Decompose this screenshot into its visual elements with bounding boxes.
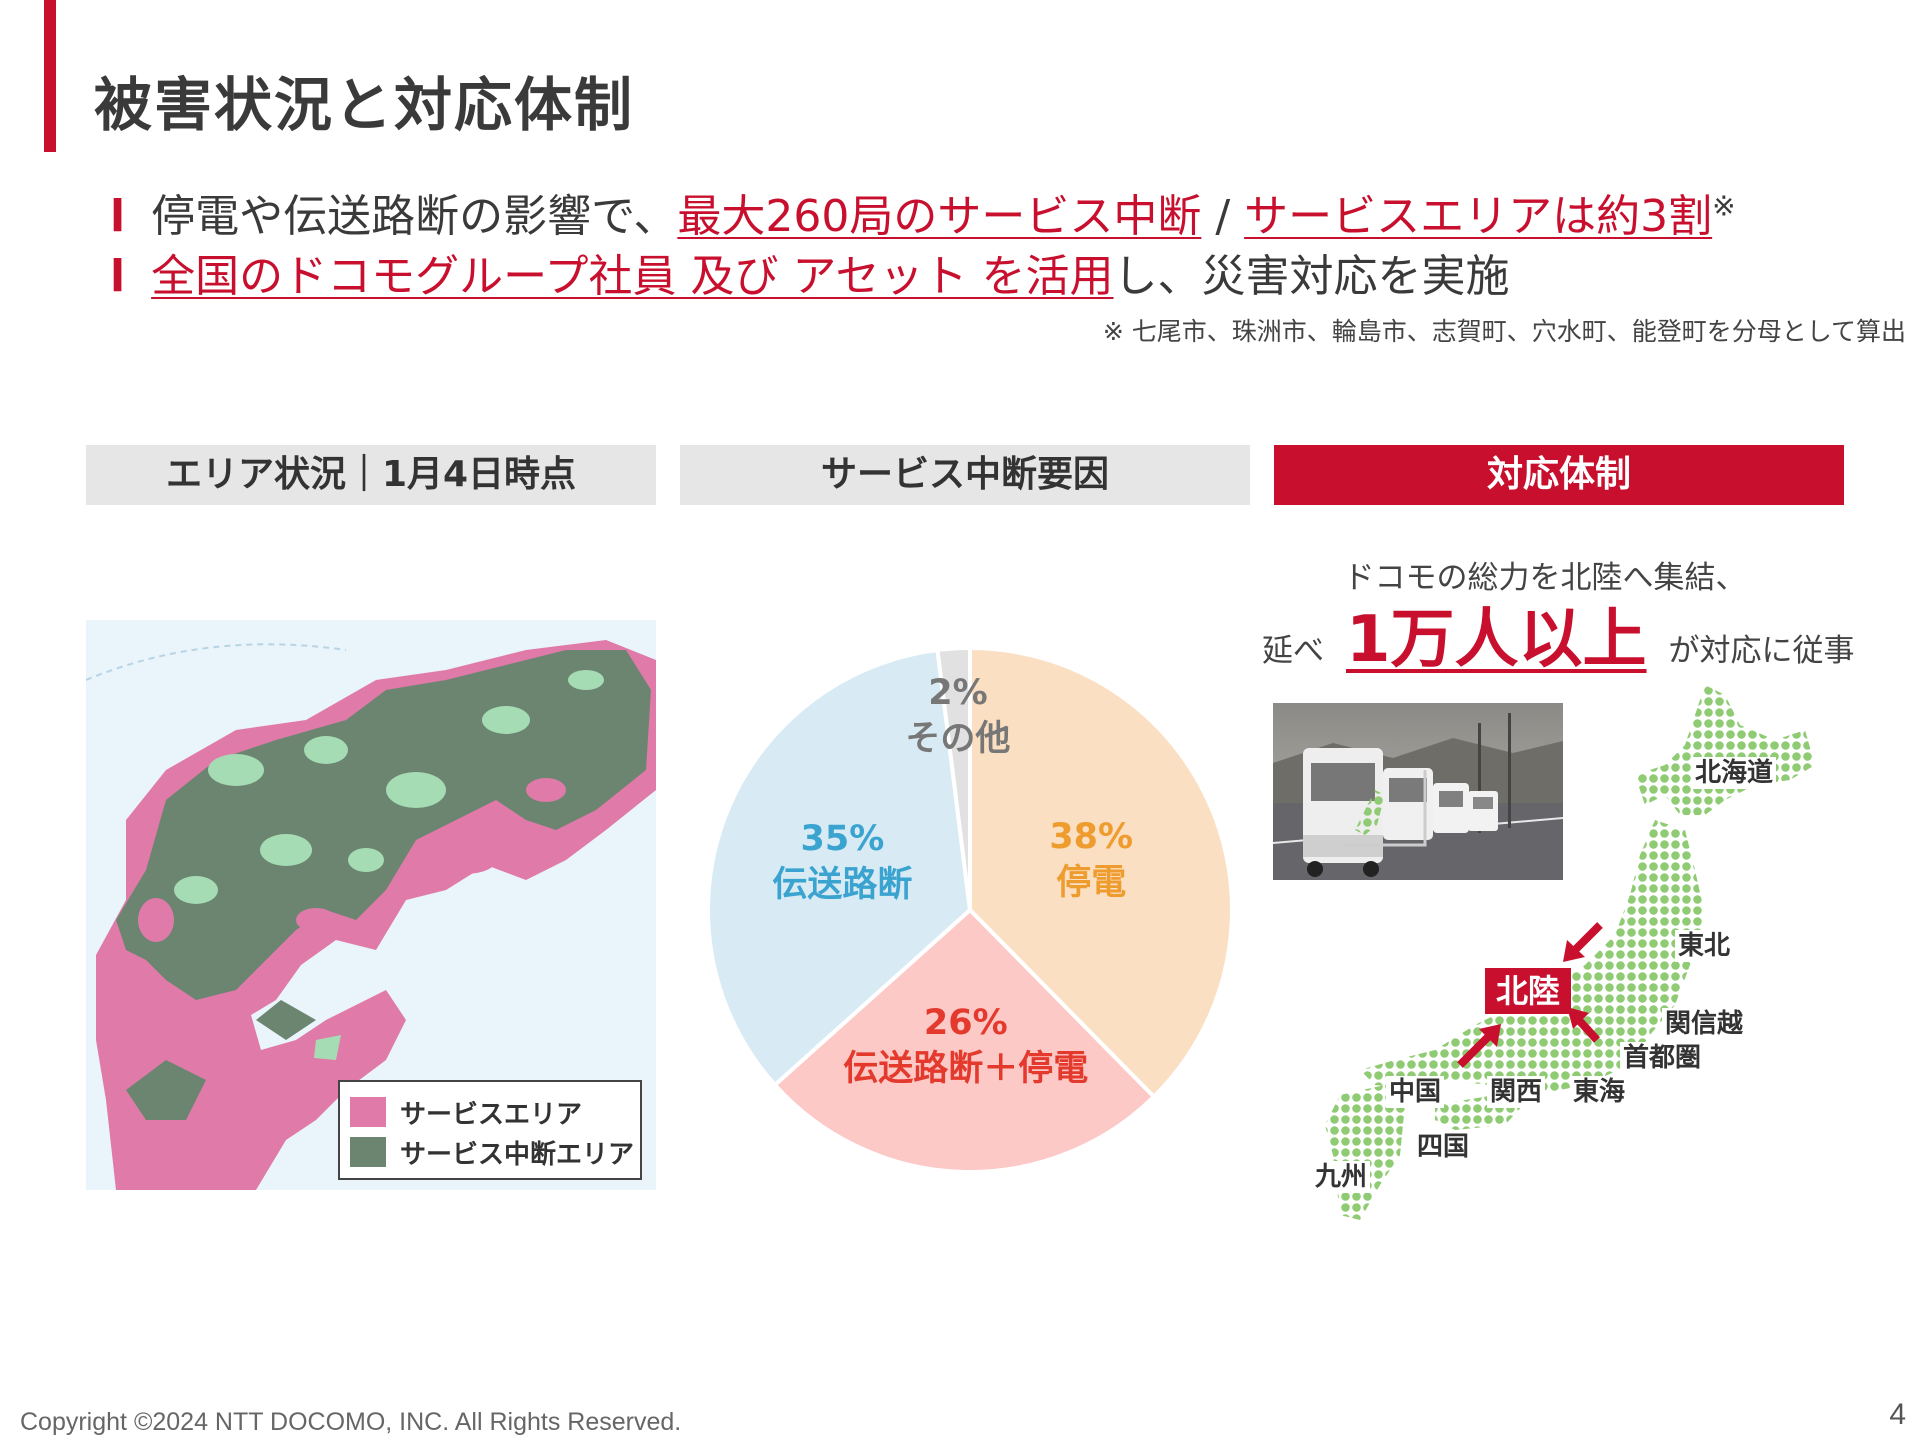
bullet-2-highlight: 全国のドコモグループ社員 及び アセット を活用 xyxy=(151,251,1114,302)
pie-slice-0 xyxy=(968,645,1234,1100)
pie-label-1: 26% 伝送路断＋停電 xyxy=(816,1000,1116,1092)
bullet-1-text: 停電や伝送路断の影響で、 xyxy=(151,191,678,242)
response-prefix: 延べ xyxy=(1262,633,1324,669)
region-label-tokai: 東海 xyxy=(1570,1076,1629,1108)
map-legend: サービスエリア サービス中断エリア xyxy=(338,1080,642,1180)
pie-value-label: 2% xyxy=(928,673,988,714)
truck-convoy-photo xyxy=(1273,703,1563,880)
bullet-1-highlight-1: 最大260局のサービス中断 xyxy=(677,191,1202,242)
pie-label-0: 38% 停電 xyxy=(941,814,1241,906)
response-line-1: ドコモの総力を北陸へ集結、 xyxy=(1343,560,1747,596)
bullet-marker: l xyxy=(110,251,126,302)
region-label-hokkaido: 北海道 xyxy=(1692,757,1777,789)
legend-item-service-area: サービスエリア xyxy=(350,1092,630,1132)
copyright: Copyright ©2024 NTT DOCOMO, INC. All Rig… xyxy=(20,1408,682,1436)
pie-slice-3 xyxy=(935,645,972,911)
response-suffix: が対応に従事 xyxy=(1668,633,1855,669)
bullet-1: l 停電や伝送路断の影響で、最大260局のサービス中断 / サービスエリアは約3割… xyxy=(110,180,1736,244)
pie-svg xyxy=(706,645,1234,1174)
legend-swatch-interrupted-area xyxy=(350,1137,386,1167)
pie-category-label: その他 xyxy=(905,719,1011,760)
pie-value-label: 38% xyxy=(1049,817,1134,858)
response-line-2: 延べ 1万人以上 が対応に従事 xyxy=(1262,588,1855,680)
bullet-2: l 全国のドコモグループ社員 及び アセット を活用し、災害対応を実施 xyxy=(110,240,1510,304)
footnote: ※ 七尾市、珠洲市、輪島市、志賀町、穴水町、能登町を分母として算出 xyxy=(1102,317,1906,346)
region-label-chugoku: 中国 xyxy=(1386,1076,1445,1108)
response-headcount: 1万人以上 xyxy=(1346,603,1647,677)
pie-slice-2 xyxy=(706,647,973,1088)
region-label-shikoku: 四国 xyxy=(1414,1131,1473,1163)
pie-slice-1 xyxy=(772,907,1157,1174)
pie-label-3: 2% その他 xyxy=(808,670,1108,762)
cause-pie-chart: 38% 停電 26% 伝送路断＋停電 35% 伝送路断 2% その他 xyxy=(700,640,1240,1180)
noto-map-image xyxy=(86,620,656,1190)
arrow-from-west-icon xyxy=(1457,1024,1501,1068)
pie-category-label: 停電 xyxy=(1056,863,1127,904)
page-number: 4 xyxy=(1889,1398,1906,1431)
region-label-hokuriku: 北陸 xyxy=(1485,968,1571,1014)
bullet-1-highlight-2: サービスエリアは約3割 xyxy=(1244,191,1713,242)
legend-label-service-area: サービスエリア xyxy=(400,1099,583,1130)
area-map xyxy=(86,620,656,1190)
legend-swatch-service-area xyxy=(350,1097,386,1127)
section-header-cause: サービス中断要因 xyxy=(680,445,1250,505)
pie-category-label: 伝送路断 xyxy=(772,865,913,906)
truck-photo-image xyxy=(1273,703,1563,880)
pie-value-label: 26% xyxy=(923,1003,1008,1044)
region-label-shutoken: 首都圏 xyxy=(1620,1042,1705,1074)
region-label-tohoku: 東北 xyxy=(1675,930,1734,962)
footnote-mark: ※ xyxy=(1712,189,1736,223)
section-header-response: 対応体制 xyxy=(1274,445,1844,505)
legend-label-interrupted-area: サービス中断エリア xyxy=(400,1139,635,1170)
section-header-area: エリア状況｜1月4日時点 xyxy=(86,445,656,505)
pie-label-2: 35% 伝送路断 xyxy=(692,816,992,908)
bullet-2-text: し、災害対応を実施 xyxy=(1113,251,1510,302)
region-label-kanshinetsu: 関信越 xyxy=(1662,1008,1747,1040)
page-title: 被害状況と対応体制 xyxy=(94,71,635,139)
legend-item-interrupted-area: サービス中断エリア xyxy=(350,1132,634,1172)
region-label-kyushu: 九州 xyxy=(1312,1161,1371,1193)
pie-category-label: 伝送路断＋停電 xyxy=(843,1049,1089,1090)
title-accent-bar xyxy=(44,0,56,152)
pie-value-label: 35% xyxy=(800,819,885,860)
bullet-marker: l xyxy=(110,191,126,242)
region-label-kansai: 関西 xyxy=(1487,1076,1546,1108)
arrow-from-tohoku-icon xyxy=(1563,922,1603,962)
bullet-1-separator: / xyxy=(1201,191,1245,242)
arrow-from-shutoken-icon xyxy=(1567,1007,1600,1043)
